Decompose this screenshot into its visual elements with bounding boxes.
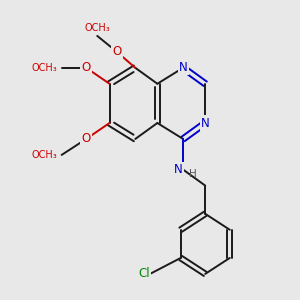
Text: Cl: Cl [138,267,150,280]
Text: N: N [179,61,188,74]
Text: O: O [82,133,91,146]
Text: N: N [201,116,210,130]
Text: H: H [189,169,197,179]
Text: OCH₃: OCH₃ [31,150,57,160]
Text: O: O [112,45,122,58]
Text: O: O [82,61,91,74]
Text: N: N [174,163,183,176]
Text: OCH₃: OCH₃ [31,63,57,73]
Text: OCH₃: OCH₃ [84,23,110,33]
